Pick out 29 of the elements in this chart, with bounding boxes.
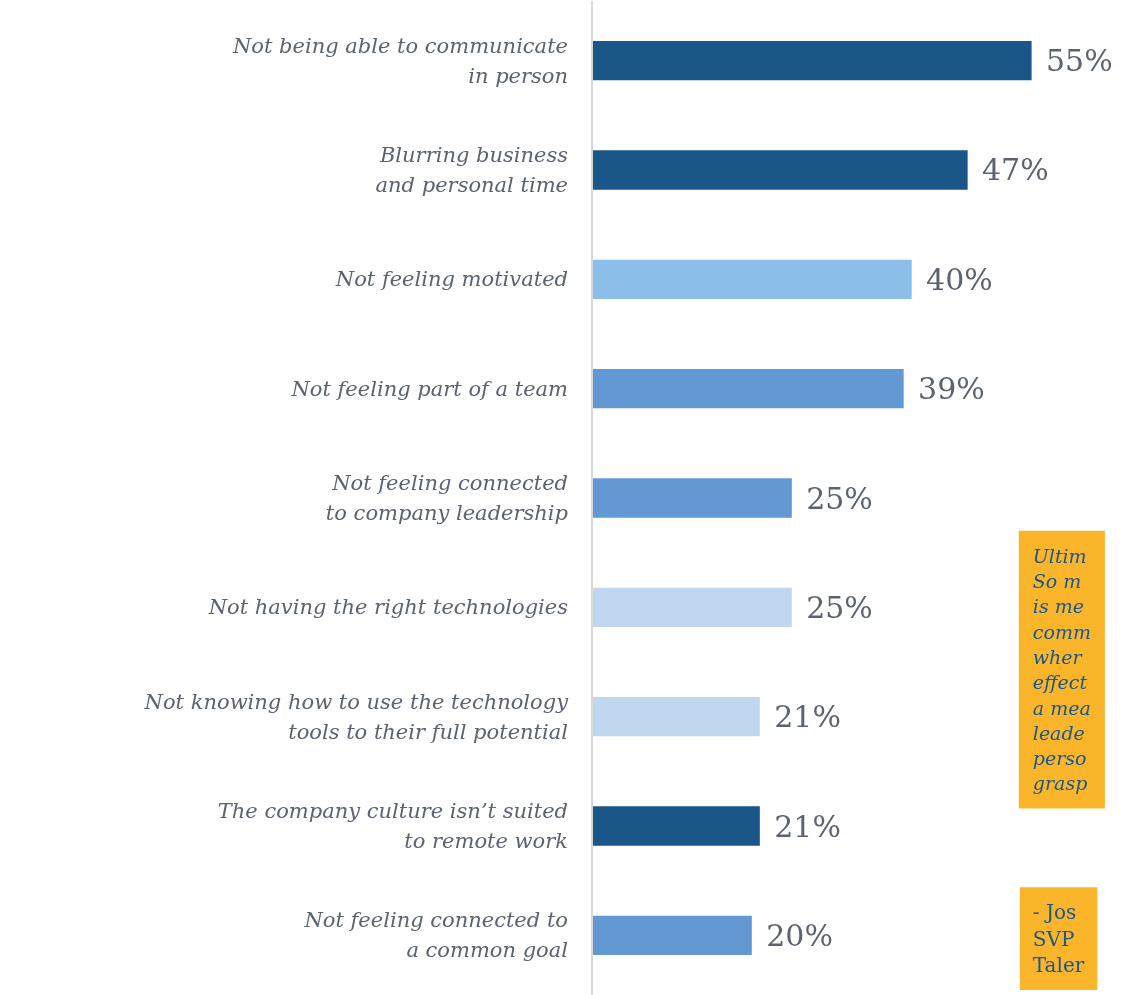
y-tick-label: Not feeling connected to a common goal [303,908,568,963]
data-label: 55% [1045,43,1113,79]
bar [591,697,760,737]
data-label: 25% [806,480,873,516]
bar [591,587,792,628]
data-label: 39% [918,371,985,407]
data-label: 47% [982,152,1049,188]
y-tick-label: The company culture isn’t suited to remote work [217,799,569,854]
data-label: 21% [774,699,841,735]
bar [591,806,760,846]
data-label: 20% [766,917,833,953]
bar [591,478,792,518]
y-tick-label: Not having the right technologies [207,595,569,620]
y-tick-label: Not feeling part of a team [290,376,569,401]
bar [591,915,752,956]
bar [591,368,904,409]
text: - Jos SVP Taler [1032,900,1085,977]
data-label: 25% [806,589,873,625]
bar [591,259,912,299]
y-tick-label: Not being able to communicate in person [231,33,569,88]
y-tick-label: Not feeling motivated [334,267,569,292]
bar [591,40,1032,81]
data-label: 21% [774,808,841,844]
y-tick-label: Not knowing how to use the technology tools to their full potential [143,689,570,744]
y-tick-label: Not feeling connected to company leadership [325,471,569,525]
y-tick-label: Blurring business and personal time [375,142,569,197]
data-label: 40% [926,261,993,297]
bar [591,150,968,190]
text: Ultim So m is me comm wher effect a mea leade perso grasp [1032,544,1091,795]
